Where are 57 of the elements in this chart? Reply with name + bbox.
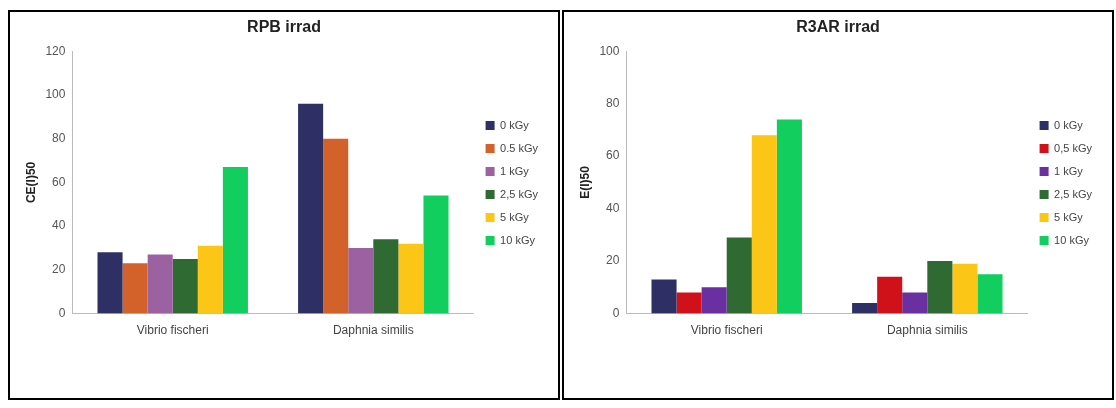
bar [398,243,424,314]
legend-label: 2,5 kGy [1054,187,1093,200]
bar [222,167,248,314]
bar [323,138,349,314]
bar [197,245,223,314]
y-tick-label: 80 [606,95,620,110]
bar [902,292,928,314]
bar [172,258,198,314]
bar [751,135,777,314]
bar [701,287,727,314]
legend-label: 10 kGy [1054,233,1090,246]
bar [147,254,173,314]
bar [122,263,148,314]
bar [927,261,953,314]
x-tick-label: Daphnia similis [886,323,968,338]
y-tick-label: 20 [52,262,66,277]
y-tick-label: 20 [606,253,620,268]
bar [298,103,324,314]
bar [676,292,702,314]
legend-label: 2,5 kGy [500,187,539,200]
y-axis-title: E(I)50 [577,165,592,199]
bar [348,248,374,314]
y-tick-label: 60 [606,148,620,163]
y-tick-label: 100 [599,43,620,58]
legend-label: 1 kGy [1054,164,1084,177]
y-tick-label: 120 [45,43,66,58]
y-axis-title: CE(I)50 [23,161,38,204]
y-tick-label: 0 [58,305,66,320]
legend-label: 5 kGy [1054,210,1084,223]
bar [877,276,903,314]
y-tick-label: 40 [52,218,66,233]
y-tick-label: 80 [52,130,66,145]
legend-label: 0 kGy [1054,118,1084,131]
y-tick-label: 100 [45,87,66,102]
bar [776,119,802,314]
legend-label: 0,5 kGy [1054,141,1093,154]
x-tick-label: Vibrio fischeri [136,323,209,338]
legend-label: 0.5 kGy [500,141,539,154]
legend-label: 5 kGy [500,210,530,223]
bar [97,252,123,314]
y-tick-label: 60 [52,174,66,189]
bar [977,274,1003,314]
legend-label: 1 kGy [500,164,530,177]
legend-label: 10 kGy [500,233,536,246]
y-tick-label: 40 [606,200,620,215]
bar [651,279,677,314]
bar [726,237,752,314]
bar [952,263,978,314]
bar [852,303,878,314]
legend-label: 0 kGy [500,118,530,131]
bar [423,195,449,314]
chart-title: RPB irrad [247,18,321,36]
chart-title: R3AR irrad [796,18,880,36]
bar [373,239,399,314]
y-tick-label: 0 [612,305,620,320]
x-tick-label: Daphnia similis [332,323,414,338]
x-tick-label: Vibrio fischeri [690,323,763,338]
